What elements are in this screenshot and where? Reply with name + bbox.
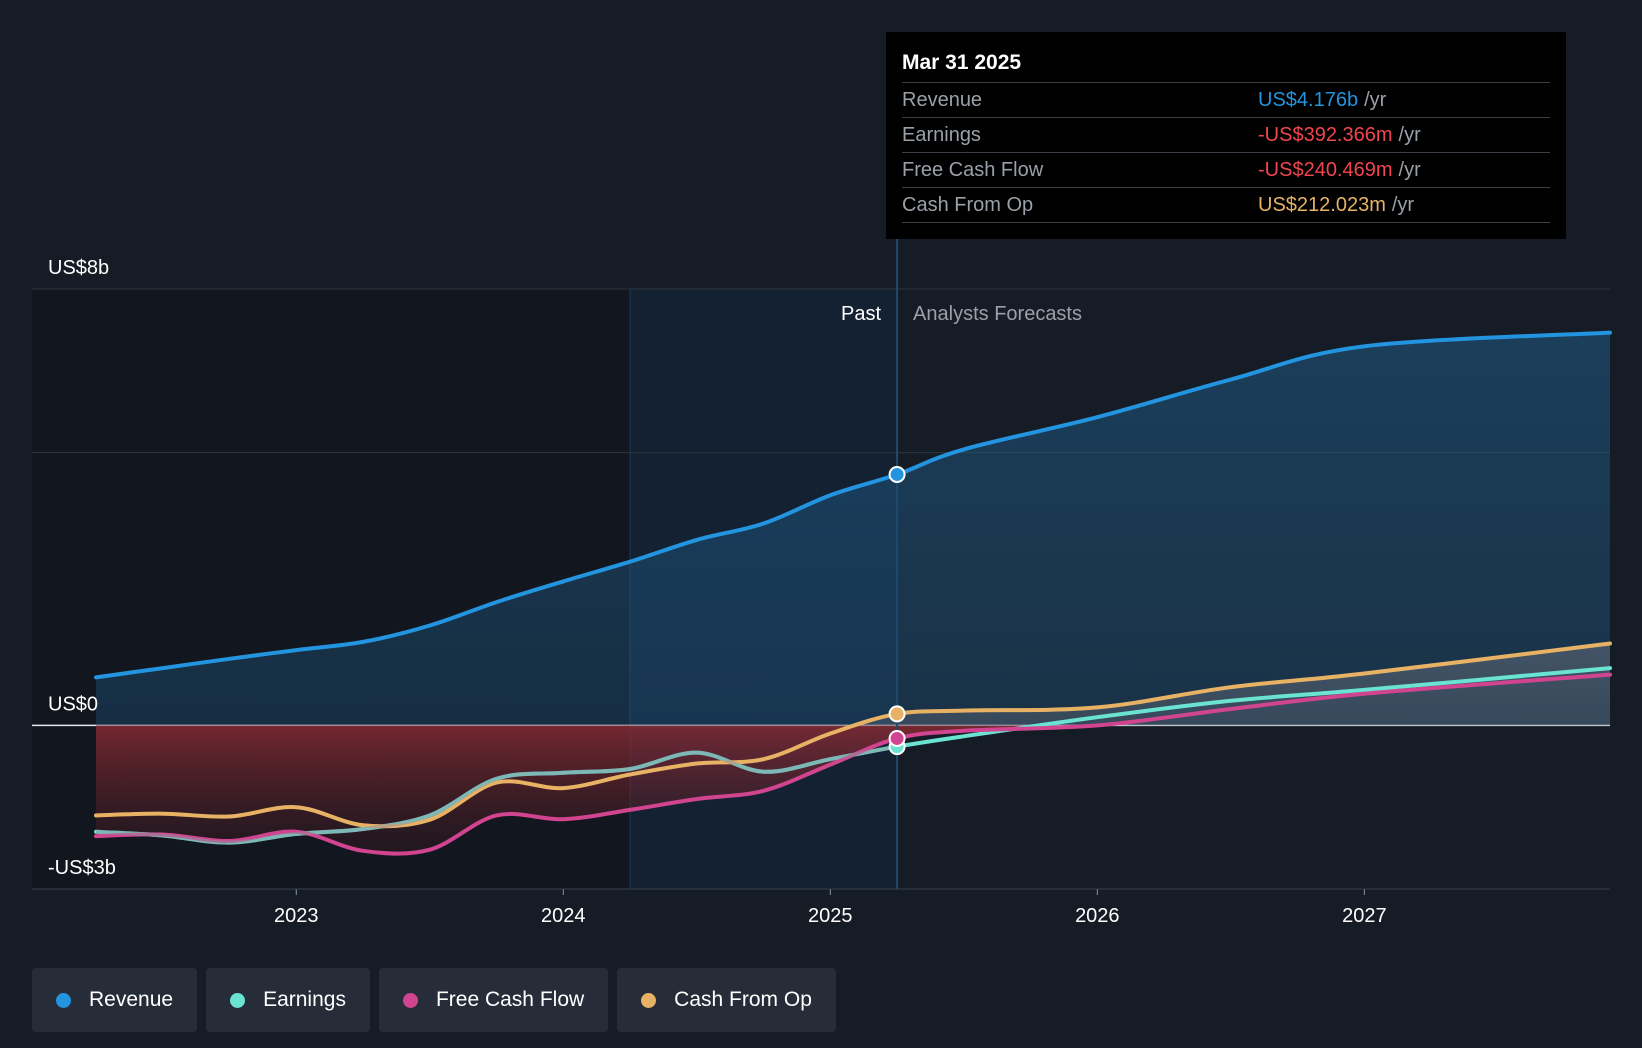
tooltip-value: US$4.176b [1258,89,1359,111]
circle-dot-icon [230,992,246,1008]
legend-label: Free Cash Flow [435,988,585,1011]
earnings-past-overlay [96,744,898,845]
tooltip-label: Earnings [902,124,981,146]
past-region-label: Past [841,303,881,325]
series-line-free-cash-flow [94,672,1612,856]
tooltip-label: Revenue [902,89,983,111]
legend-item-cash-from-op[interactable]: Cash From Op [617,968,836,1032]
legend-label: Earnings [263,988,346,1011]
tooltip-unit: /yr [1391,194,1415,216]
tooltip-value: -US$240.469m [1258,159,1393,181]
forecast-region-label: Analysts Forecasts [913,303,1082,325]
x-tick-label: 2027 [1342,905,1387,927]
highlight-point-revenue [888,465,906,483]
data-tooltip: Mar 31 2025 Revenue US$4.176b /yr Earnin… [886,32,1566,239]
circle-dot-icon [402,992,418,1008]
tooltip-value: -US$392.366m [1258,124,1393,146]
tooltip-label: Free Cash Flow [902,159,1044,181]
legend-item-earnings[interactable]: Earnings [206,968,370,1032]
legend-label: Revenue [89,988,174,1011]
negative-area [96,725,1610,854]
tooltip-row-earnings: Earnings -US$392.366m /yr [902,118,1550,153]
circle-dot-icon [641,992,657,1008]
highlight-point-free-cash-flow [888,729,906,747]
series-line-cash-from-op [94,641,1612,829]
x-tick-label: 2026 [1075,905,1120,927]
series-line-revenue [94,330,1612,680]
positive-area [854,643,1610,726]
x-tick-label: 2024 [541,905,586,927]
circle-dot-icon [56,992,71,1008]
revenue-area [96,332,1610,726]
highlight-point-cash-from-op [888,705,906,723]
y-tick-label: US$0 [48,693,98,715]
x-tick-label: 2025 [808,905,853,927]
legend-label: Cash From Op [674,988,812,1011]
legend-item-free-cash-flow[interactable]: Free Cash Flow [378,968,609,1032]
tooltip-row-cash-from-op: Cash From Op US$212.023m /yr [902,188,1550,223]
tooltip-unit: /yr [1364,89,1387,111]
tooltip-date: Mar 31 2025 [902,46,1550,83]
legend-item-revenue[interactable]: Revenue [32,968,198,1032]
x-tick-label: 2023 [274,905,319,927]
tooltip-unit: /yr [1398,124,1421,146]
chart-legend: Revenue Earnings Free Cash Flow Cash Fro… [32,968,836,1032]
tooltip-row-revenue: Revenue US$4.176b /yr [902,83,1550,118]
tooltip-value: US$212.023m [1258,194,1386,216]
tooltip-label: Cash From Op [902,194,1034,216]
tooltip-row-free-cash-flow: Free Cash Flow -US$240.469m /yr [902,153,1550,188]
y-tick-label: -US$3b [48,857,116,879]
tooltip-unit: /yr [1398,159,1421,181]
y-tick-label: US$8b [48,257,109,279]
